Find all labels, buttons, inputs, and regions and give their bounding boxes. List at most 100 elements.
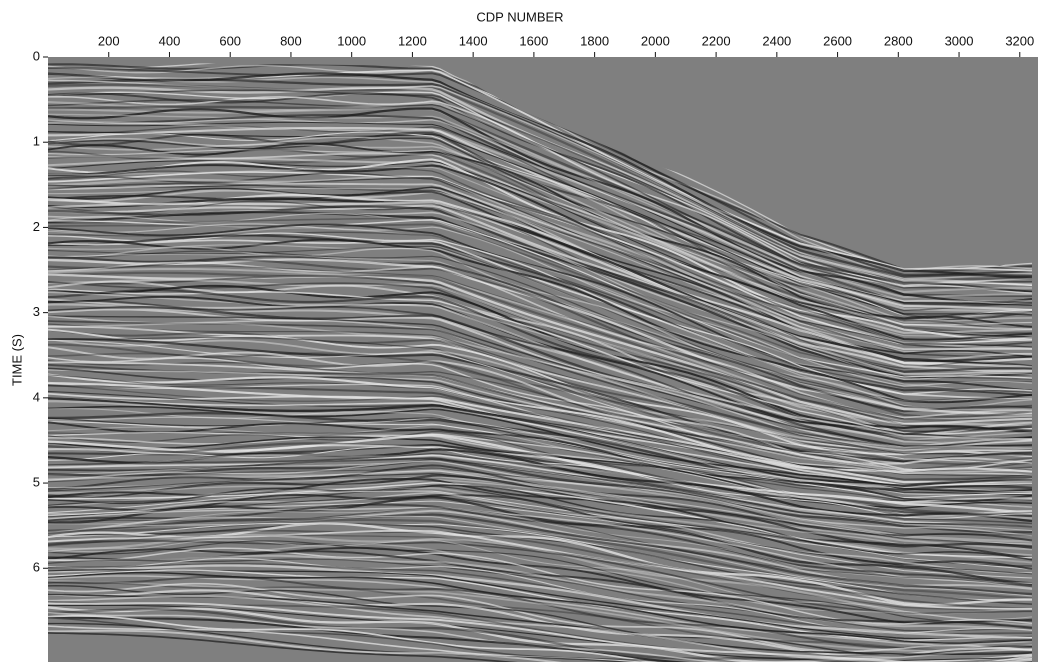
reflector <box>48 273 1033 426</box>
y-tick-label: 6 <box>33 560 40 575</box>
reflector <box>48 271 1033 422</box>
reflector <box>48 343 1033 466</box>
reflector <box>48 212 1033 380</box>
reflector <box>48 529 1033 610</box>
reflector <box>48 78 1033 278</box>
reflector <box>48 575 1033 646</box>
reflector <box>48 305 1033 449</box>
reflector <box>48 197 1033 368</box>
reflector <box>48 210 1033 379</box>
reflector <box>48 278 1033 427</box>
reflector <box>48 460 1033 537</box>
reflector <box>48 443 1033 518</box>
reflector <box>48 622 1033 662</box>
x-tick-label: 3000 <box>945 33 974 48</box>
y-tick-label: 2 <box>33 219 40 234</box>
reflector <box>48 582 1033 653</box>
reflector <box>48 490 1033 570</box>
reflector <box>48 424 1033 503</box>
x-tick-label: 2200 <box>702 33 731 48</box>
reflector <box>48 405 1033 492</box>
reflector <box>48 338 1033 463</box>
reflector <box>48 234 1033 397</box>
reflector <box>48 453 1033 525</box>
x-axis-label: CDP NUMBER <box>476 9 563 24</box>
x-tick-label: 3200 <box>1005 33 1034 48</box>
reflector <box>48 507 1033 589</box>
reflector <box>48 126 1033 311</box>
reflector <box>48 569 1032 642</box>
reflector <box>48 533 1033 615</box>
reflector <box>48 547 1033 625</box>
y-tick-label: 5 <box>33 474 40 489</box>
reflector <box>48 246 1033 409</box>
reflector <box>48 244 1033 402</box>
reflector <box>48 265 1033 421</box>
reflector <box>48 346 1033 465</box>
reflector <box>48 182 1033 358</box>
reflector <box>48 337 1033 456</box>
reflector <box>48 99 1033 293</box>
reflector <box>48 381 1033 484</box>
reflector <box>48 176 1033 348</box>
reflector <box>48 523 1033 605</box>
y-tick-label: 1 <box>33 134 40 149</box>
reflector <box>48 200 1033 370</box>
reflector <box>48 576 1033 649</box>
reflector <box>48 529 1033 610</box>
reflector <box>48 606 1033 662</box>
reflector <box>48 558 1032 632</box>
x-tick-label: 2400 <box>762 33 791 48</box>
x-tick-label: 400 <box>159 33 181 48</box>
x-tick-label: 200 <box>98 33 120 48</box>
reflector <box>48 522 1033 606</box>
reflector <box>48 629 1033 662</box>
x-tick-label: 1800 <box>580 33 609 48</box>
reflector <box>48 149 1033 326</box>
reflector <box>48 550 1033 629</box>
reflector <box>48 460 1033 532</box>
x-tick-label: 2600 <box>823 33 852 48</box>
reflector <box>48 131 1033 317</box>
reflector <box>48 467 1033 536</box>
reflector <box>48 320 1033 449</box>
reflector <box>48 458 1033 534</box>
reflector <box>48 396 1033 486</box>
reflector <box>48 554 1033 631</box>
reflector <box>48 515 1033 597</box>
reflector <box>48 118 1033 306</box>
reflector <box>48 421 1033 503</box>
reflector <box>48 227 1032 394</box>
reflector <box>48 522 1032 601</box>
reflector <box>48 397 1032 487</box>
reflector <box>48 571 1033 645</box>
reflector <box>48 245 1033 402</box>
reflector <box>48 137 1033 321</box>
reflector <box>48 540 1033 623</box>
reflector <box>48 472 1033 547</box>
reflector <box>48 114 1033 306</box>
reflector <box>48 615 1033 662</box>
y-tick-label: 4 <box>33 389 40 404</box>
y-axis-label: TIME (S) <box>9 334 24 386</box>
x-tick-label: 1200 <box>398 33 427 48</box>
reflector <box>48 546 1033 625</box>
x-tick-label: 1400 <box>459 33 488 48</box>
reflector <box>48 186 1033 358</box>
reflector <box>48 204 1033 372</box>
reflector <box>48 239 1033 399</box>
reflector <box>48 300 1033 444</box>
reflector <box>48 280 1033 435</box>
reflector <box>48 223 1033 392</box>
reflector <box>48 79 1033 285</box>
reflector <box>48 267 1033 422</box>
reflector <box>48 121 1033 306</box>
reflector <box>48 259 1033 418</box>
reflector <box>48 108 1033 299</box>
reflector <box>48 325 1032 454</box>
reflector <box>48 250 1033 409</box>
reflector <box>48 361 1033 471</box>
reflector <box>48 238 1033 404</box>
reflector <box>48 172 1033 348</box>
reflector <box>48 298 1033 441</box>
